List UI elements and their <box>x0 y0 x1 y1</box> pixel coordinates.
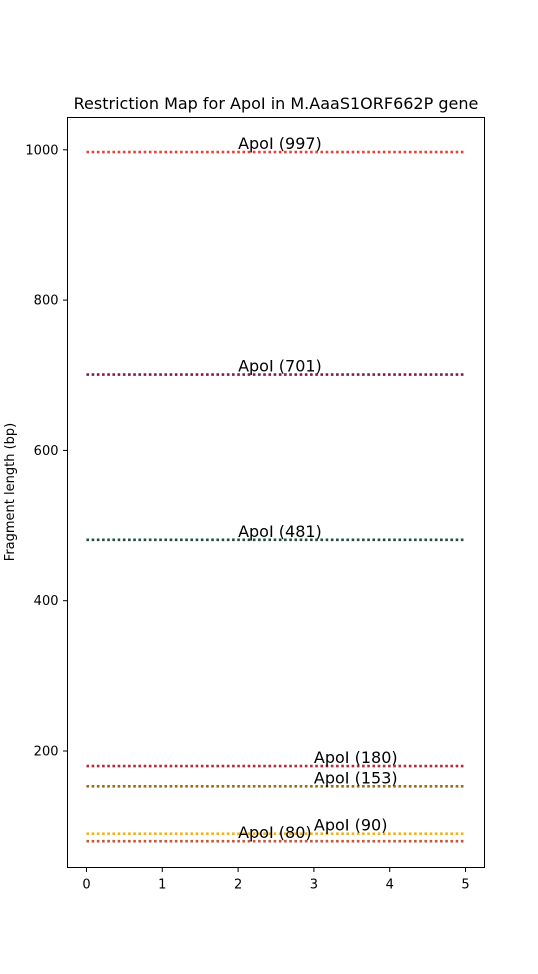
fragment-label-701: ApoI (701) <box>238 357 322 376</box>
y-axis-ticks: 200 400 600 800 1000 <box>25 143 68 760</box>
fragment-label-180: ApoI (180) <box>314 748 398 767</box>
fragment-label-481: ApoI (481) <box>238 522 322 541</box>
fragment-label-997: ApoI (997) <box>238 134 322 153</box>
y-tick-label-200: 200 <box>34 745 59 760</box>
y-tick-label-400: 400 <box>34 594 59 609</box>
plot-frame <box>67 117 485 868</box>
x-tick-label-5: 5 <box>461 878 469 893</box>
fragment-label-90: ApoI (90) <box>314 816 388 835</box>
x-tick-label-1: 1 <box>158 878 166 893</box>
y-tick-label-800: 800 <box>34 294 59 309</box>
x-tick-label-3: 3 <box>310 878 318 893</box>
x-tick-label-4: 4 <box>386 878 394 893</box>
x-axis-ticks: 0 1 2 3 4 5 <box>82 867 470 893</box>
x-tick-label-2: 2 <box>234 878 242 893</box>
y-tick-label-600: 600 <box>34 444 59 459</box>
fragment-label-153: ApoI (153) <box>314 768 398 787</box>
x-tick-label-0: 0 <box>82 878 90 893</box>
y-tick-label-1000: 1000 <box>25 143 58 158</box>
y-axis-label: Fragment length (bp) <box>3 423 18 561</box>
chart-title: Restriction Map for ApoI in M.AaaS1ORF66… <box>74 94 479 113</box>
fragment-labels: ApoI (997) ApoI (701) ApoI (481) ApoI (180)… <box>238 134 398 842</box>
fragment-label-80: ApoI (80) <box>238 823 312 842</box>
fragment-lines <box>86 150 466 843</box>
